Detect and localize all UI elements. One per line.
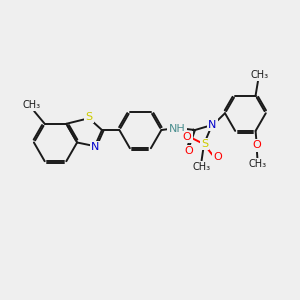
Text: CH₃: CH₃ — [248, 159, 266, 169]
Text: S: S — [85, 112, 92, 122]
Text: O: O — [213, 152, 222, 162]
Text: CH₃: CH₃ — [193, 162, 211, 172]
Text: O: O — [183, 132, 191, 142]
Text: S: S — [201, 139, 208, 149]
Text: N: N — [208, 120, 217, 130]
Text: CH₃: CH₃ — [22, 100, 40, 110]
Text: N: N — [91, 142, 100, 152]
Text: O: O — [252, 140, 261, 150]
Text: CH₃: CH₃ — [250, 70, 268, 80]
Text: NH: NH — [169, 124, 185, 134]
Text: O: O — [184, 146, 193, 156]
